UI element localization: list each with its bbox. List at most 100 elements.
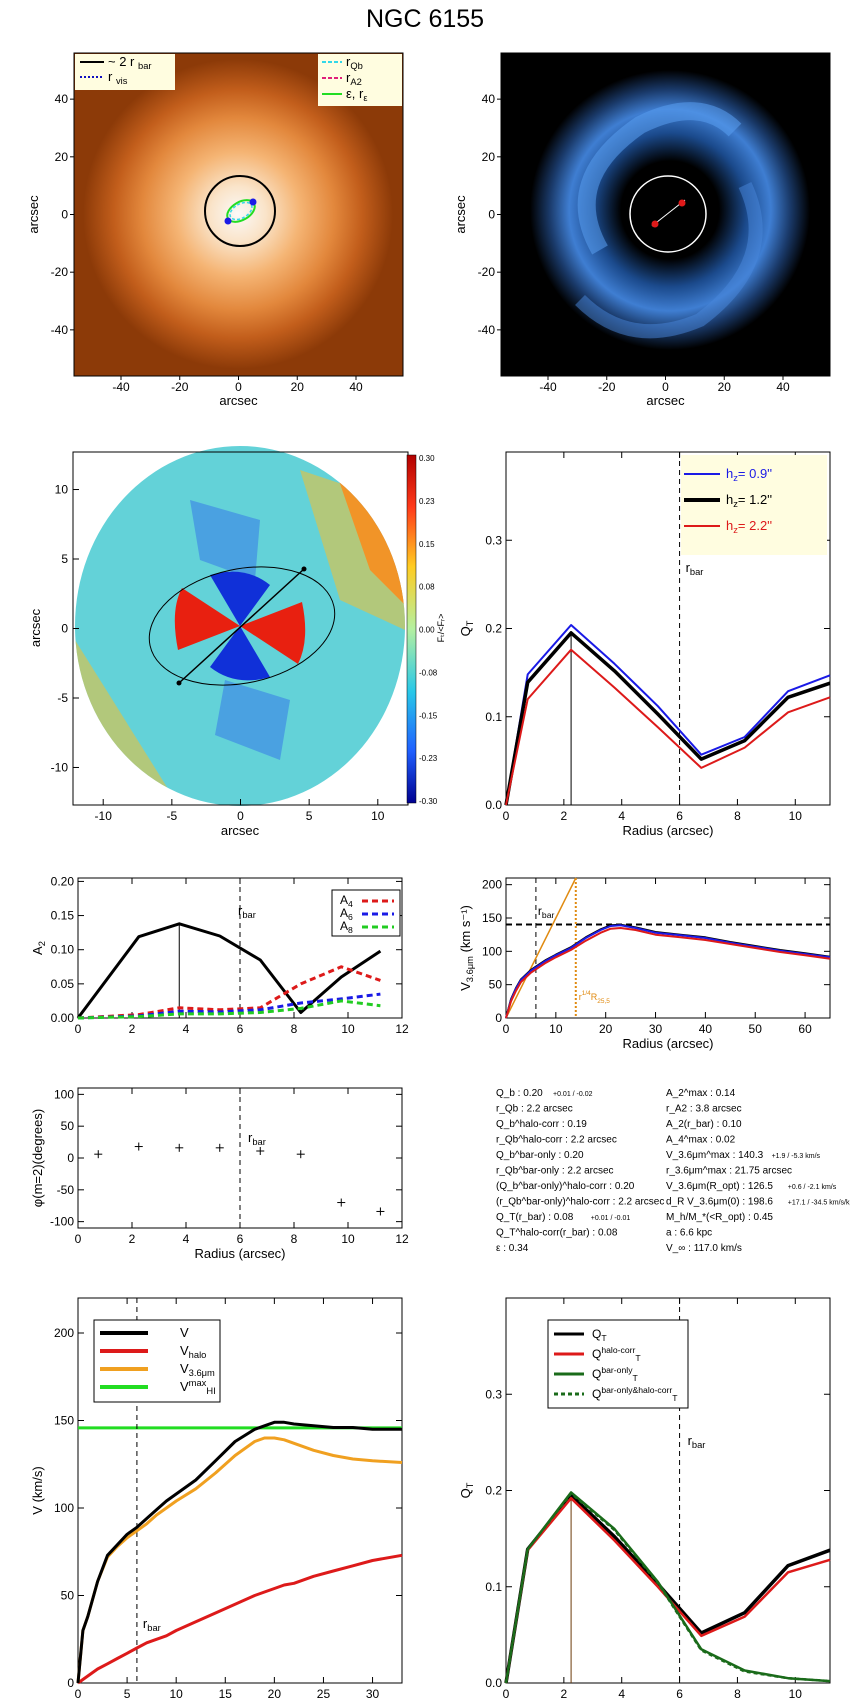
y-tick-label: 20 <box>55 150 69 164</box>
text-part: 8 <box>348 925 353 935</box>
text-part: A <box>30 946 45 955</box>
stat-line: Q_b^bar-only : 0.20 <box>496 1150 584 1161</box>
axis-end-dot <box>301 566 307 572</box>
text-part: h <box>726 492 733 507</box>
text-part: r <box>108 69 116 84</box>
series-line <box>77 999 381 1020</box>
rbar-label: rbar <box>688 1433 706 1450</box>
text-part: T <box>672 1393 678 1403</box>
stat-line: (Q_b^bar-only)^halo-corr : 0.20 <box>496 1181 635 1192</box>
x-tick-label: 6 <box>676 809 683 823</box>
y-tick-label: 0.20 <box>51 874 75 888</box>
text-part: bar <box>147 1623 161 1633</box>
text-part: 3.6μm <box>189 1368 215 1378</box>
x-axis-label: arcsec <box>646 393 685 408</box>
text-part: 1/4 <box>582 990 591 997</box>
text-part: V (km/s) <box>30 1466 45 1514</box>
x-tick-label: 60 <box>798 1022 812 1036</box>
rbar-label: rbar <box>248 1130 266 1147</box>
panel-v36-curve: 0 10 20 30 40 50 60 0 50 100 150 200 Radius (arcsec)… <box>458 877 831 1051</box>
legend-label: hz= 0.9'' <box>726 466 772 483</box>
legend-label: rA2 <box>346 70 362 87</box>
stat-uncertainty: +0.6 / -2.1 km/s <box>788 1184 837 1191</box>
y-tick-label: 0.3 <box>485 533 502 547</box>
text-part: (km s⁻¹) <box>458 905 473 956</box>
legend-label: ~ 2 r bar <box>108 54 152 71</box>
y-axis-label: arcsec <box>28 608 43 647</box>
colorbar-tick-label: 0.00 <box>419 626 435 635</box>
legend-label: V <box>180 1325 189 1340</box>
colorbar-tick-label: -0.08 <box>419 668 438 677</box>
bar-end-dot <box>678 199 686 207</box>
text-part: A2 <box>350 77 361 87</box>
stat-line: r_A2 : 3.8 arcsec <box>666 1104 742 1115</box>
text-part: Q <box>592 1347 601 1361</box>
stat-line: Q_b^halo-corr : 0.19 <box>496 1119 587 1130</box>
series-line <box>504 1491 831 1684</box>
axis-end-dot <box>176 680 182 686</box>
y-tick-label: -5 <box>57 691 68 705</box>
text-part: = 0.9'' <box>738 466 772 481</box>
x-tick-label: 40 <box>776 380 790 394</box>
legend-label: Qbar-only&halo-corrT <box>592 1385 678 1403</box>
stat-line: ε : 0.34 <box>496 1243 529 1254</box>
y-tick-label: 40 <box>55 92 69 106</box>
y-tick-label: 200 <box>54 1326 74 1340</box>
colorbar <box>406 454 417 804</box>
text-part: ~ 2 r <box>108 54 138 69</box>
text-part: bar <box>692 1440 706 1450</box>
x-tick-label: 12 <box>395 1022 409 1036</box>
inner-slope-line <box>505 877 577 1019</box>
stat-line: M_h/M_*(<R_opt) : 0.45 <box>666 1212 773 1223</box>
x-tick-label: -10 <box>95 809 113 823</box>
text-part: max <box>189 1378 207 1388</box>
x-tick-label: 20 <box>268 1687 282 1700</box>
x-tick-label: 0 <box>235 380 242 394</box>
y-tick-label: -20 <box>51 265 69 279</box>
text-part: Q <box>592 1327 601 1341</box>
text-part: ε <box>363 93 367 103</box>
rbar-label: rbar <box>686 560 704 577</box>
x-tick-label: 0 <box>503 1022 510 1036</box>
y-tick-label: 0 <box>67 1151 74 1165</box>
text-part: bar <box>252 1137 266 1147</box>
x-tick-label: 40 <box>349 380 363 394</box>
series-line <box>77 965 381 1020</box>
series-line <box>505 648 831 806</box>
legend-label: ε, rε <box>346 86 368 103</box>
text-part: bar <box>138 61 152 71</box>
text-part: r <box>238 903 243 918</box>
legend-label: A6 <box>340 906 353 922</box>
y-axis-label: φ(m=2)(degrees) <box>30 1109 45 1207</box>
x-tick-label: 10 <box>549 1022 563 1036</box>
text-part: T <box>635 1353 641 1363</box>
y-tick-label: 100 <box>54 1501 74 1515</box>
y-tick-label: 150 <box>54 1414 74 1428</box>
x-tick-label: 30 <box>366 1687 380 1700</box>
x-tick-label: 0 <box>75 1232 82 1246</box>
text-part: z <box>733 525 738 535</box>
text-part: Q <box>592 1367 601 1381</box>
y-tick-label: 0.2 <box>485 622 502 636</box>
x-tick-label: 20 <box>599 1022 613 1036</box>
text-part: bar-only <box>601 1365 633 1375</box>
x-tick-label: 15 <box>219 1687 233 1700</box>
colorbar-tick-label: -0.30 <box>419 797 438 806</box>
y-tick-label: 200 <box>482 878 502 892</box>
plot-frame <box>77 1297 403 1684</box>
text-part: r <box>346 70 351 85</box>
y-tick-label: 100 <box>482 944 502 958</box>
x-tick-label: 5 <box>124 1687 131 1700</box>
text-part: T <box>601 1333 607 1343</box>
stat-uncertainty: +1.9 / -5.3 km/s <box>772 1153 821 1160</box>
y-tick-label: 10 <box>55 483 69 497</box>
y-tick-label: 0.1 <box>485 1580 502 1594</box>
x-tick-label: 0 <box>75 1687 82 1700</box>
y-tick-label: -40 <box>51 323 69 337</box>
y-axis-label: V3.6μm (km s⁻¹) <box>458 905 475 991</box>
text-part: r <box>579 992 582 1002</box>
stat-line: A_4^max : 0.02 <box>666 1135 736 1146</box>
panel-rotation-decomposition: 051015202530050100150200Radius (arcsec)V… <box>30 1297 403 1700</box>
series-line <box>504 1492 831 1684</box>
